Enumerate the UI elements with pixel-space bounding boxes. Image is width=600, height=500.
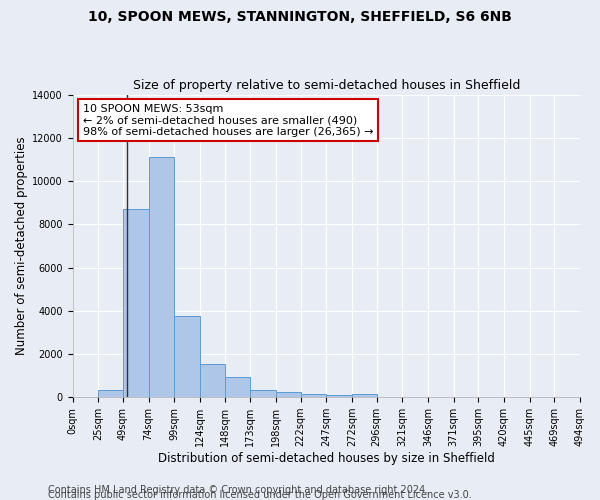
Bar: [250, 390, 276, 397]
Bar: [98, 390, 123, 397]
Bar: [301, 394, 326, 397]
Bar: [123, 209, 149, 397]
Bar: [352, 394, 377, 397]
Title: Size of property relative to semi-detached houses in Sheffield: Size of property relative to semi-detach…: [133, 79, 520, 92]
Bar: [200, 364, 224, 397]
Bar: [276, 392, 301, 397]
Bar: [224, 376, 250, 397]
Text: 10 SPOON MEWS: 53sqm
← 2% of semi-detached houses are smaller (490)
98% of semi-: 10 SPOON MEWS: 53sqm ← 2% of semi-detach…: [83, 104, 373, 137]
Y-axis label: Number of semi-detached properties: Number of semi-detached properties: [15, 136, 28, 355]
Text: Contains HM Land Registry data © Crown copyright and database right 2024.: Contains HM Land Registry data © Crown c…: [48, 485, 428, 495]
Bar: [175, 316, 200, 397]
Bar: [326, 395, 352, 397]
X-axis label: Distribution of semi-detached houses by size in Sheffield: Distribution of semi-detached houses by …: [158, 452, 495, 465]
Bar: [149, 158, 175, 397]
Text: Contains public sector information licensed under the Open Government Licence v3: Contains public sector information licen…: [48, 490, 472, 500]
Text: 10, SPOON MEWS, STANNINGTON, SHEFFIELD, S6 6NB: 10, SPOON MEWS, STANNINGTON, SHEFFIELD, …: [88, 10, 512, 24]
